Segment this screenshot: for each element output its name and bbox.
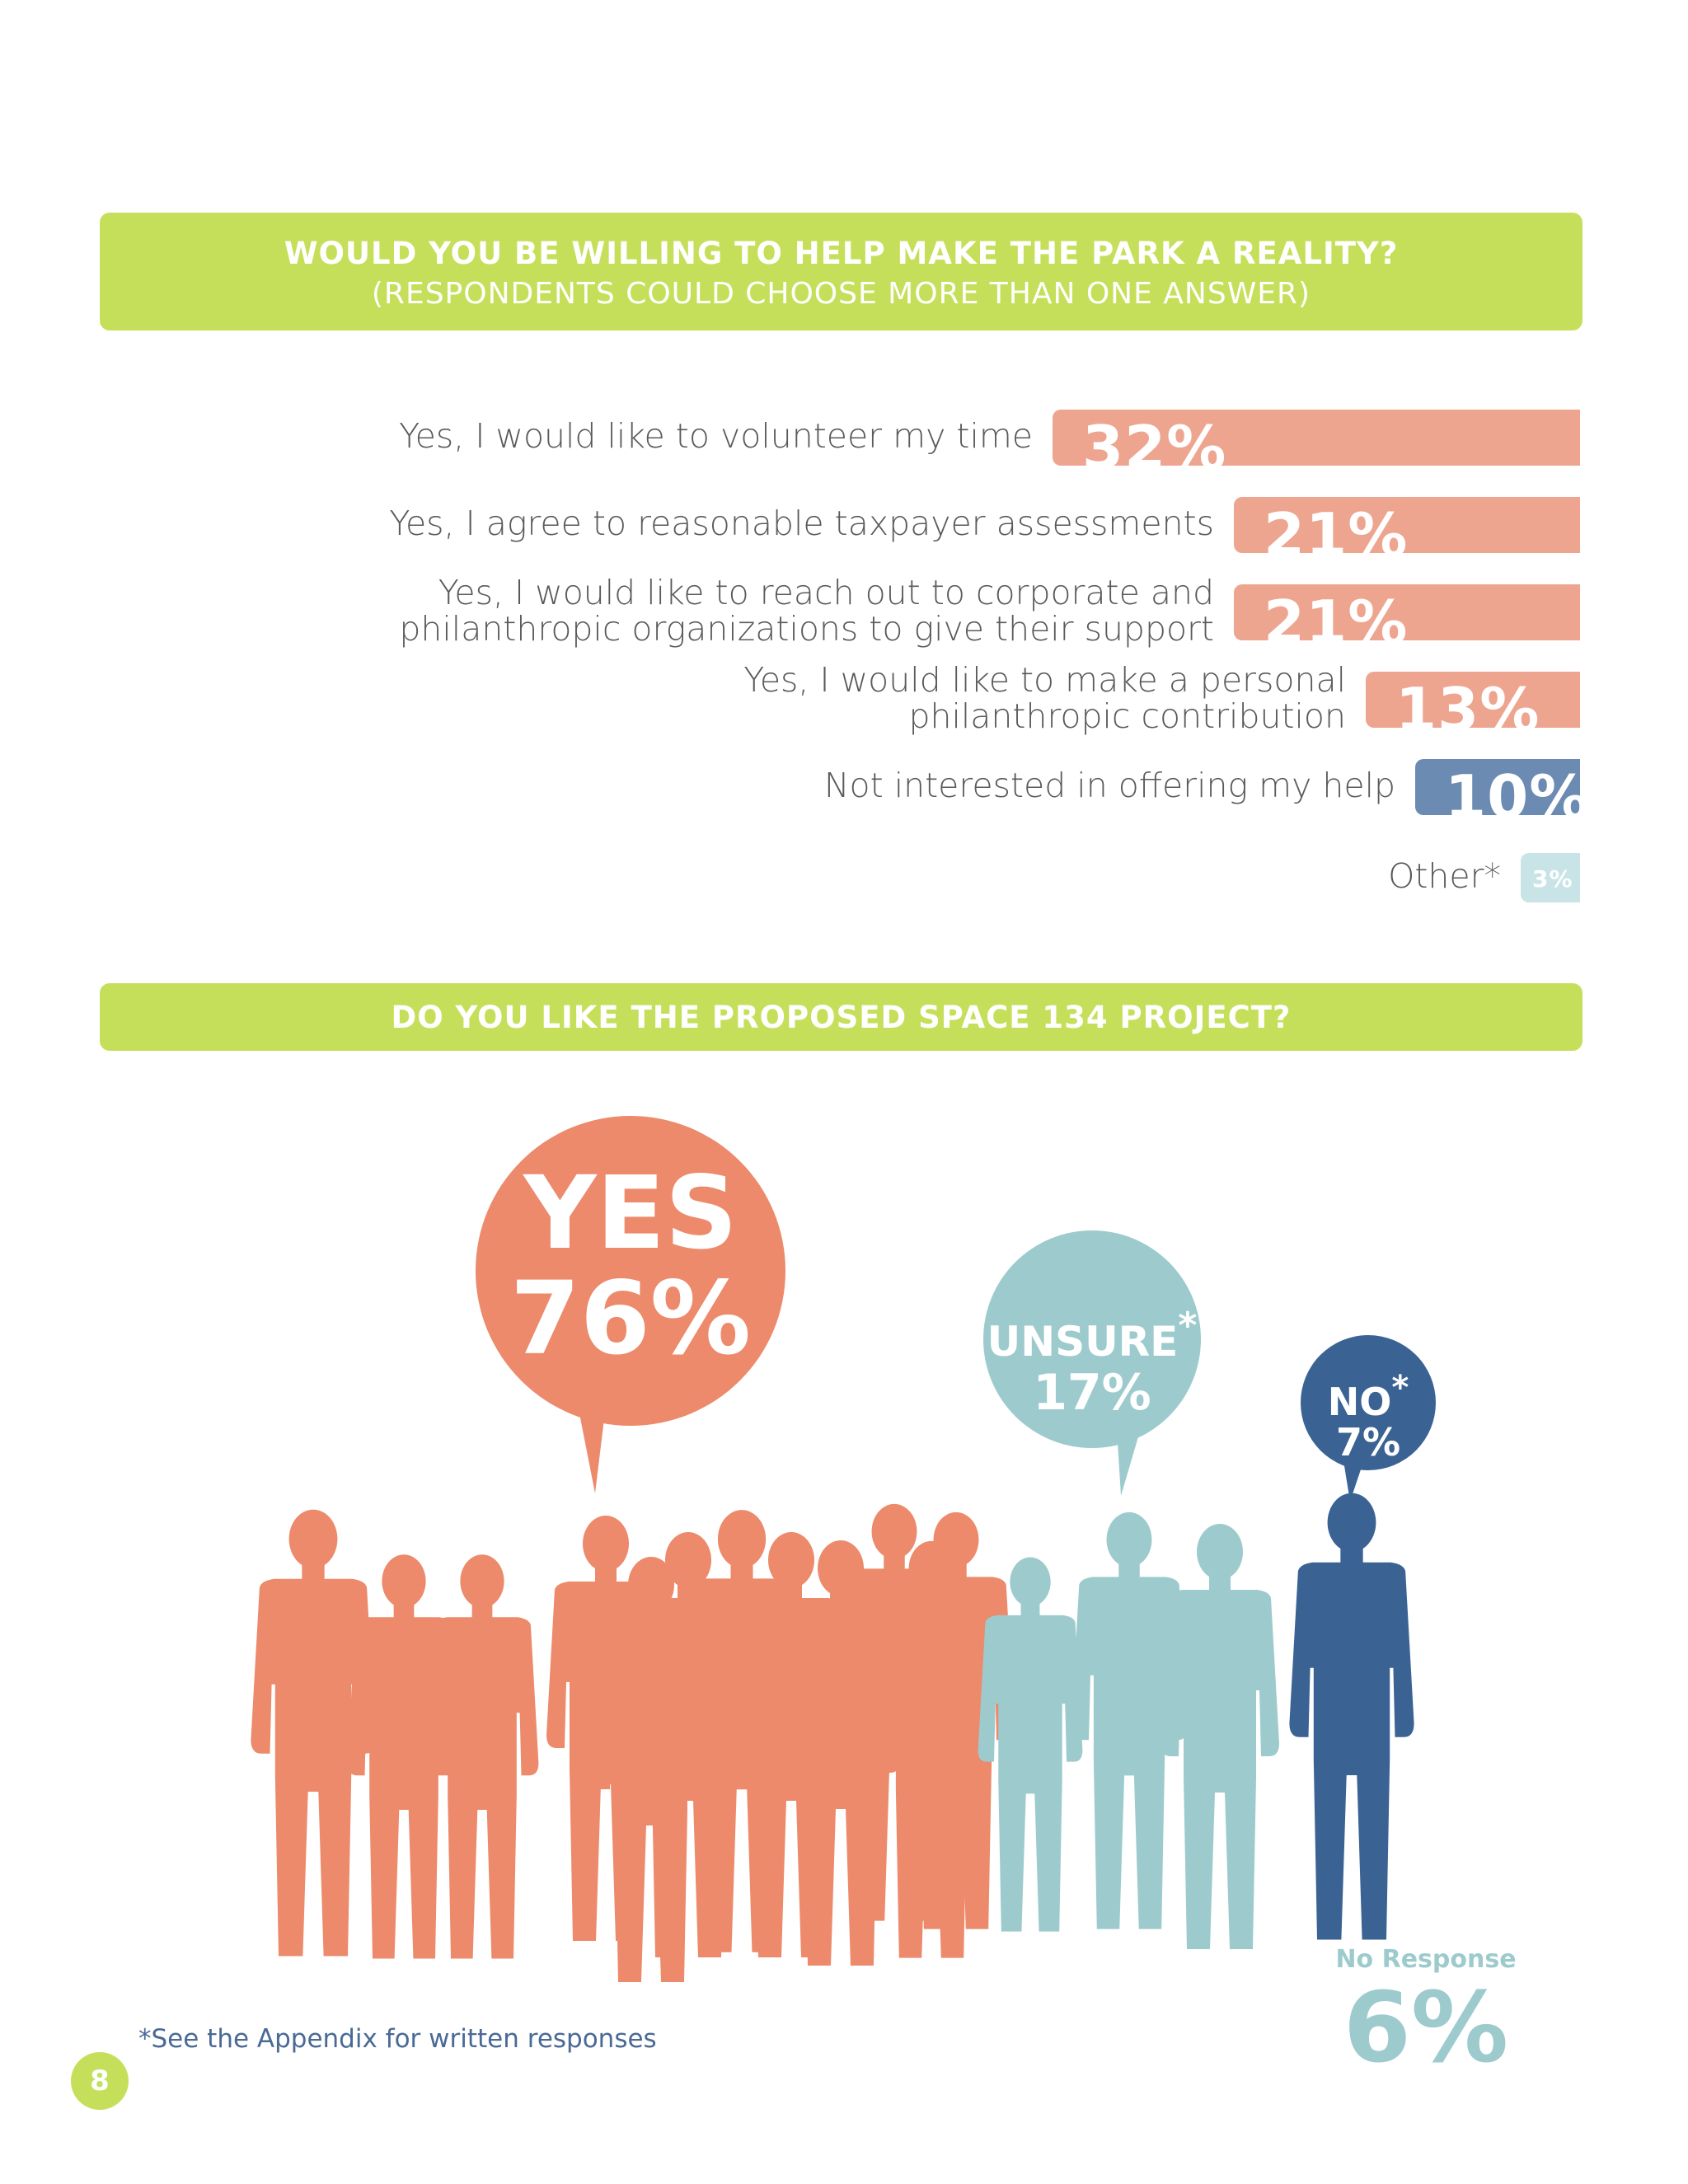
bar-category-label: Yes, I agree to reasonable taxpayer asse… [389, 504, 1214, 543]
question-title-2: DO YOU LIKE THE PROPOSED SPACE 134 PROJE… [391, 1000, 1292, 1035]
unsure-star: * [1178, 1305, 1198, 1347]
question-banner-2: DO YOU LIKE THE PROPOSED SPACE 134 PROJE… [100, 983, 1582, 1051]
bar-4: 13% [1366, 672, 1580, 728]
bar-category-label: Not interested in offering my help [823, 766, 1395, 805]
person-silhouette [425, 1554, 539, 1959]
question-title-1: WOULD YOU BE WILLING TO HELP MAKE THE PA… [284, 236, 1399, 271]
bar-1: 32% [1053, 410, 1580, 466]
bar-value-label: 13% [1395, 675, 1540, 728]
yes-label: YES [523, 1155, 738, 1272]
no-star: * [1391, 1369, 1409, 1407]
person-silhouette [1289, 1493, 1414, 1940]
bar-category-label: Yes, I would like to make a personal phil… [743, 660, 1346, 736]
unsure-bubble [983, 1230, 1201, 1496]
bar-value-label: 21% [1264, 500, 1409, 553]
bar-3: 21% [1234, 584, 1580, 640]
bar-2: 21% [1234, 497, 1580, 553]
yes-value: 76% [509, 1260, 751, 1377]
bar-category-label: Other* [1388, 856, 1501, 896]
no-label: NO [1327, 1380, 1392, 1424]
no-response-label: No Response [1335, 1945, 1517, 1974]
bar-value-label: 21% [1264, 588, 1409, 640]
bar-category-label: Yes, I would like to reach out to corpor… [399, 573, 1214, 649]
no-bubble-text: NO* 7% [1301, 1368, 1436, 1463]
bar-value-label: 10% [1445, 762, 1580, 815]
bar-value-label: 32% [1082, 413, 1227, 466]
yes-bubble-text: YES 76% [476, 1160, 785, 1371]
unsure-label: UNSURE [987, 1318, 1179, 1366]
unsure-bubble-text: UNSURE* 17% [983, 1304, 1201, 1422]
crowd-silhouettes [251, 1493, 1414, 1982]
no-response-value: 6% [1343, 1971, 1509, 2084]
bar-6: 3% [1521, 853, 1580, 902]
unsure-value: 17% [1033, 1364, 1151, 1422]
page-number: 8 [71, 2052, 129, 2110]
question-banner-1: WOULD YOU BE WILLING TO HELP MAKE THE PA… [100, 213, 1582, 330]
yes-bubble [476, 1116, 785, 1493]
bar-value-label: 3% [1532, 865, 1573, 893]
bar-category-label: Yes, I would like to volunteer my time [399, 416, 1033, 456]
no-bubble [1301, 1335, 1436, 1502]
bar-5: 10% [1415, 759, 1580, 815]
question-subtitle-1: (RESPONDENTS COULD CHOOSE MORE THAN ONE … [371, 277, 1311, 311]
no-value: 7% [1335, 1420, 1401, 1465]
footnote: *See the Appendix for written responses [138, 2024, 657, 2054]
